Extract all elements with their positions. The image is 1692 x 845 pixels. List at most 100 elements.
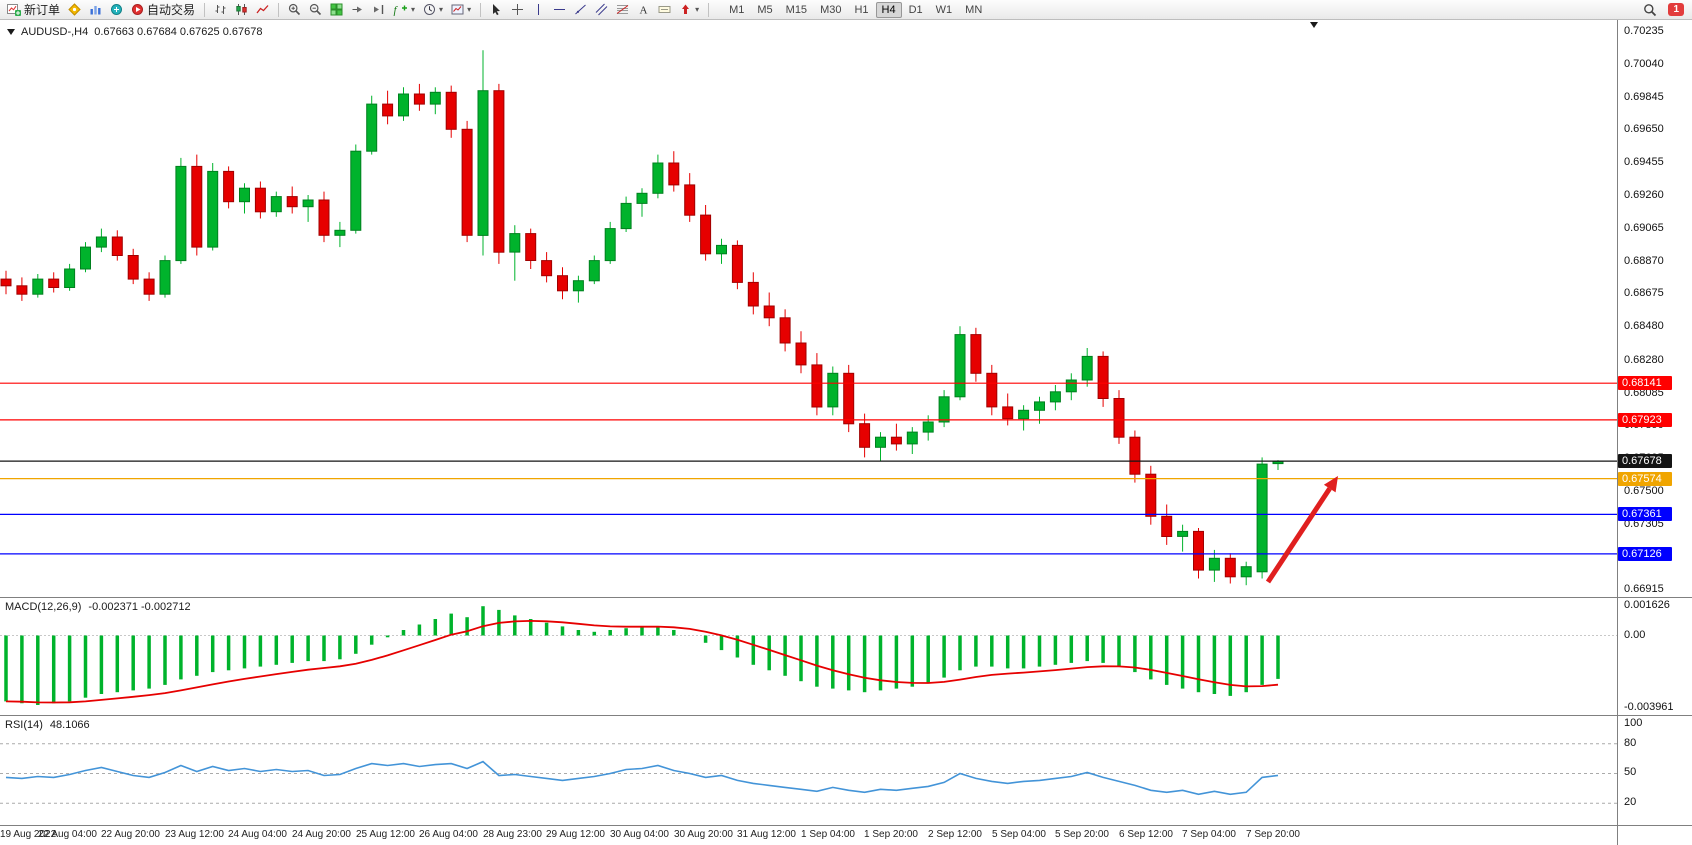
rsi-axis-label: 80 <box>1624 737 1637 749</box>
panel-divider[interactable] <box>0 715 1692 716</box>
macd-signal-line <box>5 619 1279 704</box>
channel-button[interactable] <box>592 2 611 17</box>
macd-svg[interactable] <box>0 598 1617 716</box>
price-axis-label: 0.68480 <box>1624 320 1664 332</box>
panel-divider[interactable] <box>0 597 1692 598</box>
price-axis-label: 0.69065 <box>1624 222 1664 234</box>
data-window-icon[interactable] <box>107 2 126 17</box>
toolbar-separator <box>278 2 280 17</box>
price-axis[interactable]: 0.70235 0.70040 0.69845 0.69650 0.69455 0.692… <box>1618 20 1692 845</box>
toolbar-separator <box>204 2 206 17</box>
price-axis-label: 0.69650 <box>1624 123 1664 135</box>
time-axis-label: 29 Aug 12:00 <box>546 829 605 840</box>
macd-header: MACD(12,26,9) -0.002371 -0.002712 <box>5 601 191 613</box>
notification-badge[interactable]: 1 <box>1668 3 1684 16</box>
tile-windows-button[interactable] <box>327 2 346 17</box>
rsi-header: RSI(14) 48.1066 <box>5 719 90 731</box>
time-axis[interactable]: 19 Aug 2022 22 Aug 04:00 22 Aug 20:00 23 Au… <box>0 826 1617 845</box>
price-axis-label: 0.70235 <box>1624 25 1664 37</box>
periods-button[interactable]: ▾ <box>420 2 446 17</box>
time-axis-label: 7 Sep 04:00 <box>1182 829 1236 840</box>
zoom-out-button[interactable] <box>306 2 325 17</box>
zoom-in-button[interactable] <box>285 2 304 17</box>
time-axis-label: 5 Sep 04:00 <box>992 829 1046 840</box>
toolbar: 新订单 自动交易 f ▾ ▾ ▾ A ▾ M1 M5 M15 M30 H1 H4 D1 W1 MN 1 <box>0 0 1692 20</box>
horizontal-line-button[interactable] <box>550 2 569 17</box>
indicators-button[interactable]: f ▾ <box>393 4 416 17</box>
price-axis-divider <box>1617 20 1618 845</box>
time-axis-label: 7 Sep 20:00 <box>1246 829 1300 840</box>
timeframe-m15[interactable]: M15 <box>785 3 808 16</box>
time-axis-label: 24 Aug 20:00 <box>292 829 351 840</box>
timeframe-m30[interactable]: M30 <box>820 3 842 16</box>
rsi-svg[interactable] <box>0 716 1617 826</box>
price-tag-0.67678: 0.67678 <box>1618 454 1672 468</box>
symbol-period-label: AUDUSD-,H4 <box>21 26 89 38</box>
hlines-layer <box>0 382 1617 555</box>
fibonacci-button[interactable] <box>613 2 632 17</box>
macd-label: MACD(12,26,9) <box>5 601 82 613</box>
new-order-button[interactable]: 新订单 <box>4 0 63 19</box>
toolbar-separator <box>708 2 710 17</box>
timeframe-h4[interactable]: H4 <box>875 1 902 18</box>
bars-chart-button[interactable] <box>211 2 230 17</box>
one-click-trading-toggle[interactable] <box>7 29 15 35</box>
time-axis-label: 1 Sep 04:00 <box>801 829 855 840</box>
price-axis-label: 0.68675 <box>1624 287 1664 299</box>
auto-scroll-button[interactable] <box>348 2 367 17</box>
price-tag-0.67574: 0.67574 <box>1618 472 1672 486</box>
trendline-button[interactable] <box>571 2 590 17</box>
market-watch-icon[interactable] <box>65 2 84 17</box>
time-axis-label: 28 Aug 23:00 <box>483 829 542 840</box>
chart-shift-button[interactable] <box>369 2 388 17</box>
candles-svg[interactable] <box>0 20 1617 597</box>
timeframe-mn[interactable]: MN <box>965 3 983 16</box>
time-axis-label: 31 Aug 12:00 <box>737 829 796 840</box>
candles-layer <box>0 50 1284 586</box>
timeframe-m1[interactable]: M1 <box>729 3 745 16</box>
chart-shift-marker <box>1310 22 1318 28</box>
price-tag-0.67361: 0.67361 <box>1618 507 1672 521</box>
trend-arrow-annotation <box>1265 476 1338 584</box>
timeframe-h1[interactable]: H1 <box>854 3 869 16</box>
arrows-button[interactable]: ▾ <box>676 2 702 17</box>
timeframe-m5[interactable]: M5 <box>757 3 773 16</box>
line-chart-button[interactable] <box>253 2 272 17</box>
timeframe-w1[interactable]: W1 <box>935 3 953 16</box>
time-axis-label: 5 Sep 20:00 <box>1055 829 1109 840</box>
candlestick-chart-button[interactable] <box>232 2 251 17</box>
time-axis-label: 22 Aug 04:00 <box>38 829 97 840</box>
timeframe-d1[interactable]: D1 <box>908 3 923 16</box>
price-tag-0.68141: 0.68141 <box>1618 376 1672 390</box>
time-axis-label: 26 Aug 04:00 <box>419 829 478 840</box>
price-axis-label: 0.66915 <box>1624 583 1664 595</box>
chart-profiles-icon[interactable] <box>86 2 105 17</box>
time-axis-label: 2 Sep 12:00 <box>928 829 982 840</box>
price-axis-label: 0.70040 <box>1624 58 1664 70</box>
toolbar-items: 新订单 自动交易 f ▾ ▾ ▾ A ▾ <box>4 0 713 19</box>
rsi-panel[interactable] <box>0 716 1617 826</box>
auto-trading-button[interactable]: 自动交易 <box>128 0 198 19</box>
toolbar-right: 1 <box>1640 2 1688 18</box>
candlestick-chart[interactable] <box>0 20 1617 597</box>
cursor-button[interactable] <box>487 2 506 17</box>
text-label-button[interactable] <box>655 2 674 17</box>
macd-axis-label: 0.001626 <box>1624 599 1670 611</box>
price-axis-label: 0.69260 <box>1624 189 1664 201</box>
macd-histogram <box>4 606 1280 705</box>
crosshair-button[interactable] <box>508 2 527 17</box>
macd-panel[interactable] <box>0 598 1617 716</box>
time-axis-label: 30 Aug 20:00 <box>674 829 733 840</box>
price-axis-label: 0.68280 <box>1624 354 1664 366</box>
vertical-line-button[interactable] <box>529 2 548 17</box>
time-axis-label: 6 Sep 12:00 <box>1119 829 1173 840</box>
search-icon[interactable] <box>1640 2 1660 18</box>
price-axis-label: 0.68085 <box>1624 387 1664 399</box>
templates-button[interactable]: ▾ <box>448 2 474 17</box>
text-button[interactable]: A <box>634 2 653 17</box>
panel-divider[interactable] <box>0 825 1692 826</box>
toolbar-separator <box>480 2 482 17</box>
svg-text:f: f <box>394 5 399 17</box>
rsi-axis-label: 20 <box>1624 796 1637 808</box>
